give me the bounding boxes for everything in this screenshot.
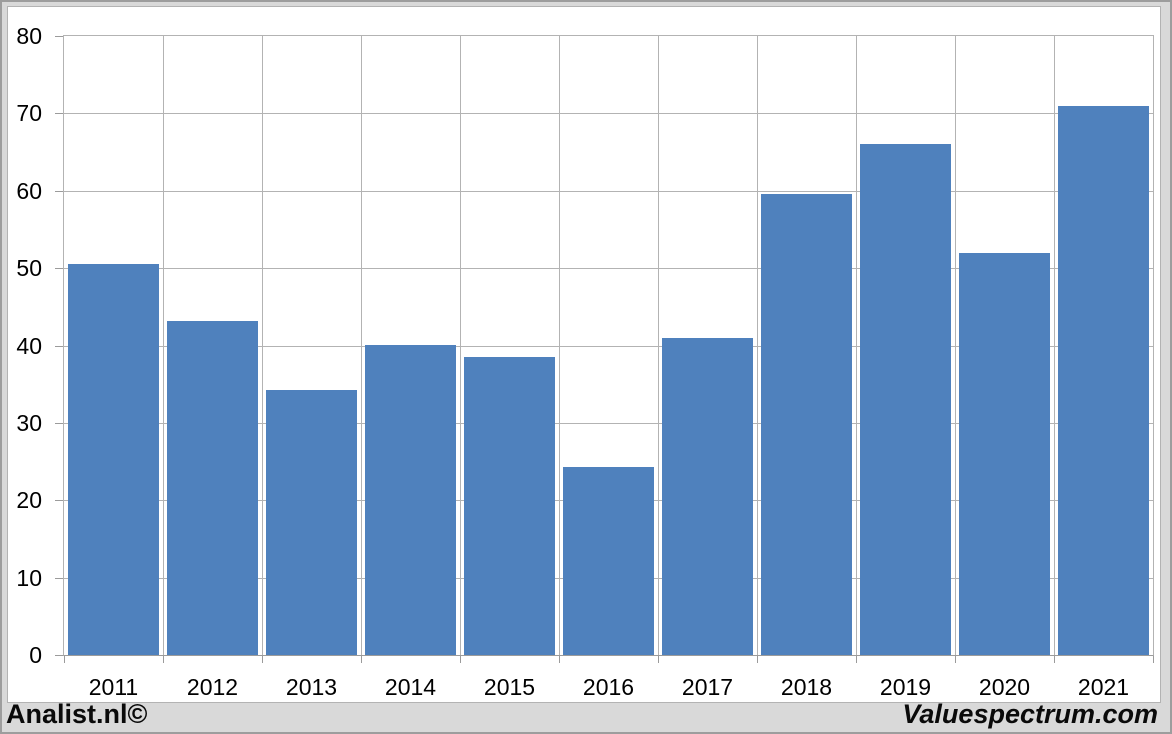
- y-axis-tick: [55, 268, 63, 269]
- bar-2020: [959, 253, 1050, 655]
- x-axis-tick: [1054, 656, 1055, 663]
- y-axis-tick-label: 80: [16, 23, 42, 49]
- y-axis-tick: [55, 578, 63, 579]
- x-axis-tick: [559, 656, 560, 663]
- bar-2011: [68, 264, 159, 655]
- gridline-vertical: [163, 36, 164, 655]
- x-axis-tick-label: 2014: [384, 674, 437, 700]
- x-axis-tick-label: 2018: [780, 674, 833, 700]
- x-axis-tick-label: 2021: [1077, 674, 1130, 700]
- x-axis-tick-label: 2012: [186, 674, 239, 700]
- bar-2017: [662, 338, 753, 655]
- gridline-vertical: [955, 36, 956, 655]
- footer-bar: Analist.nl© Valuespectrum.com: [2, 699, 1170, 732]
- footer-left-brand: Analist.nl©: [6, 698, 148, 729]
- bar-2012: [167, 321, 258, 655]
- x-axis-tick-label: 2015: [483, 674, 536, 700]
- x-axis-tick-label: 2019: [879, 674, 932, 700]
- y-axis-tick: [55, 191, 63, 192]
- gridline-vertical: [559, 36, 560, 655]
- bar-2021: [1058, 106, 1149, 655]
- x-axis-tick: [163, 656, 164, 663]
- y-axis-tick-label: 60: [16, 178, 42, 204]
- y-axis-tick: [55, 36, 63, 37]
- x-axis-tick-label: 2020: [978, 674, 1031, 700]
- y-axis-tick: [55, 500, 63, 501]
- gridline-vertical: [361, 36, 362, 655]
- gridline-horizontal: [64, 346, 1153, 347]
- x-axis-tick: [64, 656, 65, 663]
- x-axis-tick-label: 2017: [681, 674, 734, 700]
- gridline-horizontal: [64, 191, 1153, 192]
- y-axis-tick: [55, 423, 63, 424]
- x-axis-tick: [262, 656, 263, 663]
- bar-2014: [365, 345, 456, 655]
- gridline-vertical: [757, 36, 758, 655]
- gridline-horizontal: [64, 113, 1153, 114]
- y-axis-tick-label: 50: [16, 255, 42, 281]
- x-axis-tick-label: 2016: [582, 674, 635, 700]
- y-axis-tick: [55, 346, 63, 347]
- gridline-vertical: [658, 36, 659, 655]
- chart-panel: 0 10 20 30 40 50 60 70 80 2011 2012 2013 2014 2015 201…: [7, 6, 1161, 703]
- plot-area: [63, 35, 1154, 656]
- bar-2019: [860, 144, 951, 655]
- bar-2013: [266, 390, 357, 655]
- x-axis-tick: [460, 656, 461, 663]
- y-axis-tick-label: 10: [16, 565, 42, 591]
- y-axis-tick-label: 20: [16, 487, 42, 513]
- x-axis-tick: [1153, 656, 1154, 663]
- y-axis-tick-label: 40: [16, 333, 42, 359]
- gridline-vertical: [1054, 36, 1055, 655]
- gridline-vertical: [460, 36, 461, 655]
- y-axis-tick: [55, 113, 63, 114]
- bar-2016: [563, 467, 654, 655]
- x-axis-tick-label: 2011: [88, 674, 139, 700]
- y-axis-tick-label: 30: [16, 410, 42, 436]
- gridline-vertical: [262, 36, 263, 655]
- y-axis-tick: [55, 655, 63, 656]
- gridline-vertical: [856, 36, 857, 655]
- y-axis-tick-label: 0: [29, 642, 42, 668]
- gridline-horizontal: [64, 268, 1153, 269]
- x-axis-tick: [757, 656, 758, 663]
- y-axis-tick-label: 70: [16, 100, 42, 126]
- x-axis-tick-label: 2013: [285, 674, 338, 700]
- bar-2015: [464, 357, 555, 655]
- bar-2018: [761, 194, 852, 655]
- x-axis-tick: [955, 656, 956, 663]
- gridline-horizontal: [64, 423, 1153, 424]
- footer-right-brand: Valuespectrum.com: [902, 698, 1158, 729]
- x-axis-tick: [361, 656, 362, 663]
- x-axis-tick: [856, 656, 857, 663]
- x-axis-tick: [658, 656, 659, 663]
